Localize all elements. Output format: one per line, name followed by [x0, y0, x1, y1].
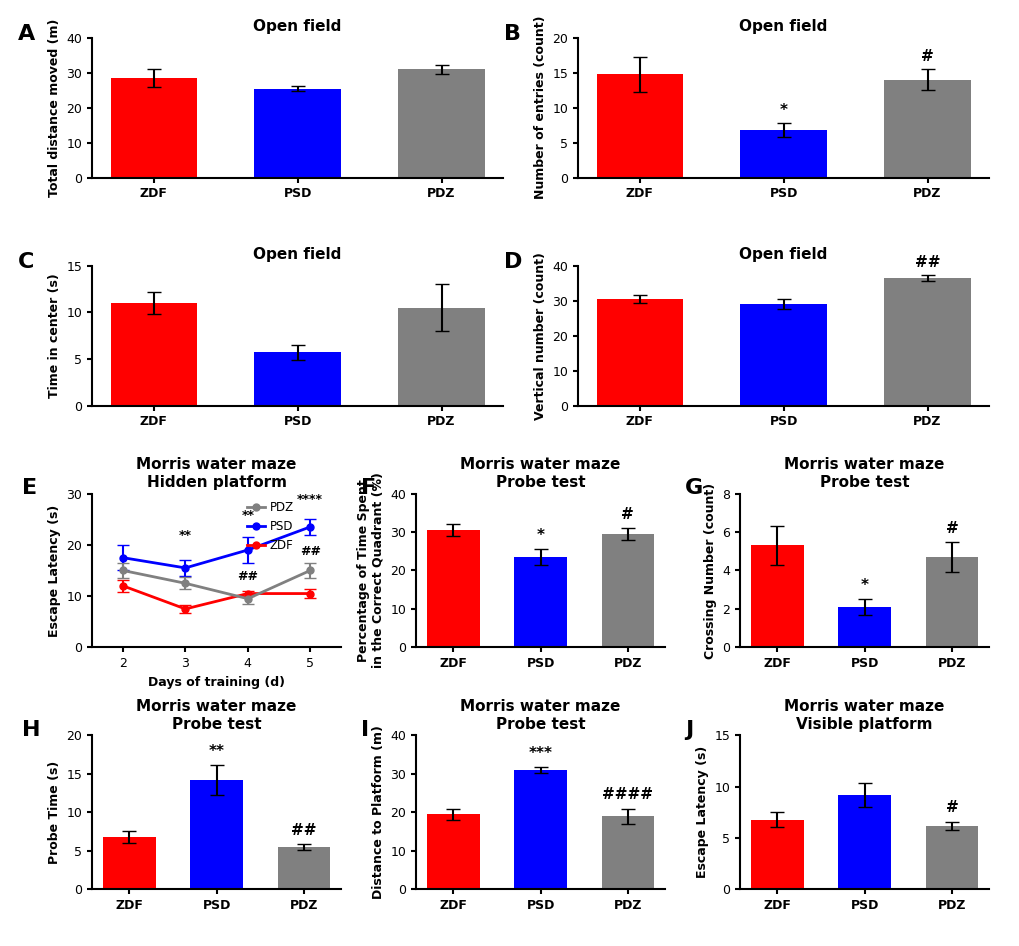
Text: B: B [503, 24, 521, 44]
Text: ****: **** [297, 494, 323, 506]
Text: G: G [684, 479, 702, 499]
Bar [740, 305, 826, 406]
Title: Open field: Open field [739, 19, 827, 34]
Bar [883, 278, 970, 406]
Title: Open field: Open field [253, 19, 341, 34]
Bar [883, 79, 970, 178]
Text: I: I [361, 720, 369, 740]
Bar [427, 530, 479, 647]
Text: *: * [536, 528, 544, 543]
Bar [750, 819, 803, 889]
Bar [596, 299, 682, 406]
Text: ##: ## [290, 823, 316, 838]
Bar [925, 826, 977, 889]
Bar [427, 815, 479, 889]
Bar [398, 69, 484, 178]
Y-axis label: Number of entries (count): Number of entries (count) [533, 16, 546, 200]
Bar [596, 74, 682, 178]
Bar [110, 303, 197, 406]
Text: *: * [860, 578, 868, 593]
Y-axis label: Crossing Number (count): Crossing Number (count) [703, 482, 715, 658]
Bar [191, 780, 243, 889]
Title: Open field: Open field [253, 247, 341, 262]
Bar [750, 546, 803, 647]
Bar [110, 78, 197, 178]
Text: ##: ## [914, 254, 940, 270]
Text: ##: ## [300, 545, 320, 558]
Text: C: C [17, 252, 34, 272]
Y-axis label: Escape Latency (s): Escape Latency (s) [695, 746, 708, 879]
Title: Morris water maze
Probe test: Morris water maze Probe test [460, 699, 621, 731]
Title: Morris water maze
Visible platform: Morris water maze Visible platform [784, 699, 944, 731]
Text: #: # [945, 800, 957, 815]
Bar [838, 607, 890, 647]
Text: ***: *** [528, 745, 552, 761]
Text: **: ** [178, 530, 192, 542]
Y-axis label: Distance to Platform (m): Distance to Platform (m) [371, 726, 384, 900]
Title: Morris water maze
Probe test: Morris water maze Probe test [137, 699, 297, 731]
Bar [925, 557, 977, 647]
Text: ##: ## [237, 570, 258, 584]
Bar [398, 307, 484, 406]
Text: A: A [17, 24, 35, 44]
Bar [601, 816, 653, 889]
Text: #: # [621, 507, 634, 522]
Text: **: ** [242, 509, 254, 522]
Bar [740, 131, 826, 178]
Text: #: # [945, 520, 957, 535]
Text: F: F [361, 479, 376, 499]
Text: *: * [779, 102, 787, 117]
Y-axis label: Vertical number (count): Vertical number (count) [533, 252, 546, 420]
Text: J: J [684, 720, 693, 740]
Legend: PDZ, PSD, ZDF: PDZ, PSD, ZDF [243, 497, 299, 556]
Text: ####: #### [602, 787, 653, 802]
Y-axis label: Total distance moved (m): Total distance moved (m) [48, 19, 60, 197]
X-axis label: Days of training (d): Days of training (d) [148, 675, 284, 689]
Title: Open field: Open field [739, 247, 827, 262]
Text: E: E [21, 479, 37, 499]
Text: **: ** [208, 744, 224, 759]
Y-axis label: Probe Time (s): Probe Time (s) [48, 761, 60, 864]
Bar [601, 534, 653, 647]
Bar [277, 847, 330, 889]
Bar [514, 770, 567, 889]
Y-axis label: Escape Latency (s): Escape Latency (s) [48, 504, 60, 637]
Title: Morris water maze
Probe test: Morris water maze Probe test [460, 457, 621, 490]
Bar [254, 353, 340, 406]
Text: D: D [503, 252, 522, 272]
Bar [838, 795, 890, 889]
Y-axis label: Time in center (s): Time in center (s) [48, 273, 60, 398]
Title: Morris water maze
Probe test: Morris water maze Probe test [784, 457, 944, 490]
Text: H: H [21, 720, 41, 740]
Y-axis label: Percentage of Time Spent
in the Correct Quadrant (%): Percentage of Time Spent in the Correct … [357, 473, 384, 669]
Text: #: # [920, 48, 933, 63]
Title: Morris water maze
Hidden platform: Morris water maze Hidden platform [137, 457, 297, 490]
Bar [254, 89, 340, 178]
Bar [514, 557, 567, 647]
Bar [103, 837, 155, 889]
